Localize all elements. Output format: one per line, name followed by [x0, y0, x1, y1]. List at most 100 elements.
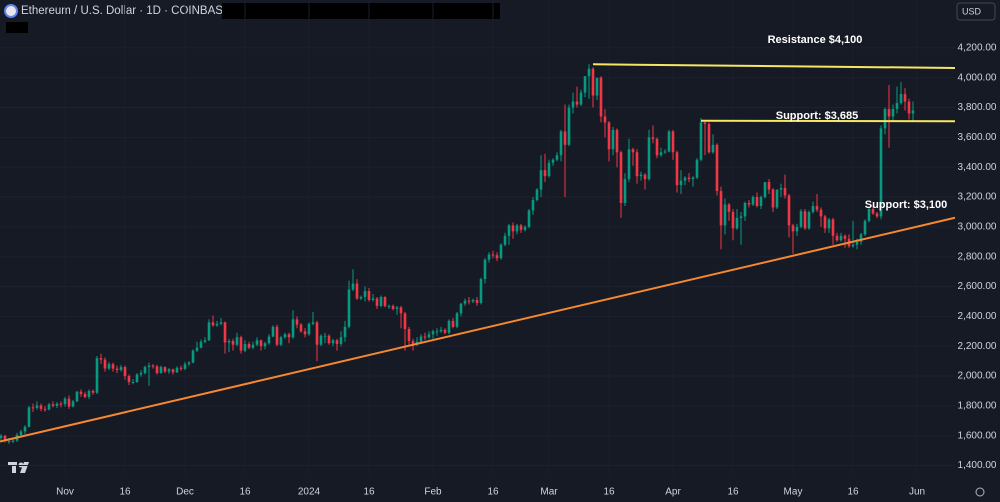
- candle-body: [679, 180, 683, 186]
- candle-body: [727, 204, 731, 212]
- candle-body: [535, 189, 539, 201]
- candle-body: [439, 329, 443, 332]
- candle-body: [395, 307, 399, 309]
- candle-body: [551, 159, 555, 163]
- candle-body: [119, 367, 123, 371]
- settings-icon[interactable]: [975, 487, 985, 497]
- candle-body: [615, 129, 619, 153]
- candle-body: [175, 367, 179, 373]
- candle-body: [807, 211, 811, 229]
- candle-body: [739, 216, 743, 218]
- candle-body: [575, 101, 579, 105]
- candle-body: [567, 107, 571, 145]
- candle-body: [527, 210, 531, 227]
- candle-body: [631, 149, 635, 153]
- symbol-icon[interactable]: [4, 4, 18, 18]
- candle-body: [839, 235, 843, 241]
- x-tick-label: 16: [847, 487, 859, 498]
- candle-body: [447, 320, 451, 333]
- candle-body: [135, 374, 139, 383]
- candle-body: [863, 220, 867, 235]
- candle-body: [23, 426, 27, 432]
- candle-body: [43, 408, 47, 410]
- candle-body: [875, 213, 879, 217]
- candle-body: [143, 367, 147, 374]
- candle-body: [503, 235, 507, 245]
- candle-body: [295, 319, 299, 325]
- candle-body: [711, 144, 715, 153]
- x-tick-label: 16: [363, 487, 375, 498]
- x-tick-label: Nov: [56, 487, 74, 498]
- y-tick-label: 3,400.00: [958, 162, 997, 173]
- y-tick-label: 2,600.00: [958, 281, 997, 292]
- candle-body: [795, 226, 799, 232]
- candle-body: [19, 431, 23, 435]
- candle-body: [703, 122, 707, 124]
- candle-body: [459, 303, 463, 314]
- candle-body: [323, 335, 327, 337]
- candle-body: [747, 202, 751, 205]
- candle-body: [159, 367, 163, 374]
- candle-body: [187, 362, 191, 365]
- candle-body: [319, 335, 323, 345]
- candle-body: [99, 358, 103, 360]
- candle-body: [647, 137, 651, 180]
- candle-body: [427, 334, 431, 338]
- candle-body: [463, 300, 467, 304]
- candle-body: [403, 313, 407, 330]
- candle-body: [663, 151, 667, 153]
- candle-body: [695, 159, 699, 178]
- candle-body: [771, 189, 775, 208]
- drawn-line: [0, 216, 956, 443]
- candle-body: [291, 319, 295, 338]
- y-tick-label: 2,400.00: [958, 311, 997, 322]
- annotation: Support: $3,685: [776, 110, 859, 122]
- candle-body: [207, 322, 211, 341]
- candle-body: [495, 255, 499, 259]
- candle-body: [55, 403, 59, 406]
- candle-body: [587, 68, 591, 77]
- candle-body: [547, 162, 551, 177]
- candle-body: [651, 137, 655, 139]
- candle-body: [539, 170, 543, 190]
- candle-body: [255, 340, 259, 345]
- candle-body: [287, 334, 291, 338]
- y-tick-label: 2,200.00: [958, 341, 997, 352]
- x-tick-label: Dec: [176, 487, 194, 498]
- candle-body: [183, 364, 187, 369]
- candle-body: [27, 407, 31, 427]
- candle-body: [471, 299, 475, 302]
- candle-body: [0, 435, 3, 438]
- candle-body: [635, 152, 639, 177]
- candle-body: [599, 77, 603, 117]
- x-tick-label: 2024: [298, 487, 321, 498]
- candle-body: [39, 405, 43, 409]
- candle-body: [811, 205, 815, 212]
- candle-body: [479, 279, 483, 303]
- y-tick-label: 2,800.00: [958, 251, 997, 262]
- candle-body: [195, 347, 199, 351]
- candle-body: [163, 367, 167, 372]
- candle-body: [399, 307, 403, 314]
- candle-body: [379, 296, 383, 306]
- candle-body: [63, 398, 67, 405]
- candle-body: [655, 138, 659, 156]
- candle-body: [759, 197, 763, 206]
- candle-body: [907, 101, 911, 114]
- candle-body: [579, 92, 583, 105]
- candle-body: [867, 208, 871, 221]
- candle-body: [783, 188, 787, 196]
- currency-button[interactable]: [956, 2, 996, 21]
- candle-body: [667, 131, 671, 152]
- candle-body: [607, 122, 611, 150]
- candle-body: [583, 76, 587, 93]
- candle-body: [267, 336, 271, 344]
- candle-body: [903, 94, 907, 102]
- candle-body: [243, 343, 247, 351]
- candle-body: [223, 322, 227, 343]
- candle-body: [359, 296, 363, 299]
- candle-body: [91, 390, 95, 393]
- candle-body: [235, 337, 239, 345]
- candle-body: [443, 329, 447, 333]
